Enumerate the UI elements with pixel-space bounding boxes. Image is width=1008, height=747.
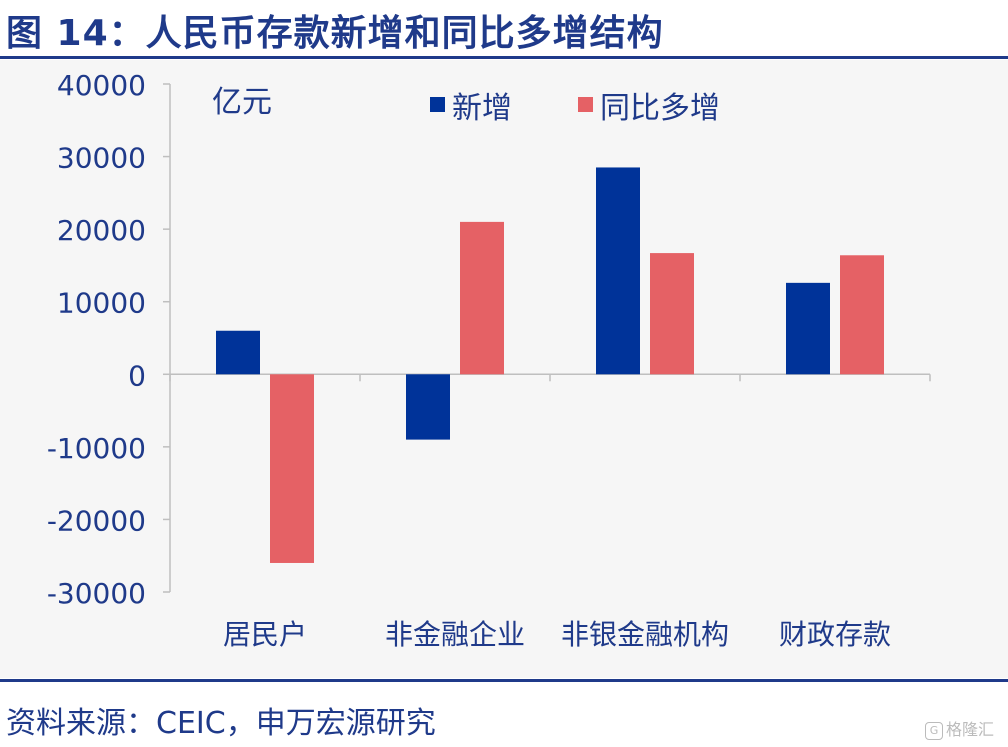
- chart-area: 40000 30000 20000 10000 0 -10000 -20000 -30000 …: [0, 60, 1008, 678]
- y-tick-label: 20000: [57, 214, 146, 247]
- legend-swatch: [578, 97, 593, 112]
- y-tick-label: -30000: [47, 577, 146, 610]
- y-tick-label: 40000: [57, 69, 146, 102]
- watermark-text: 格隆汇: [945, 720, 994, 739]
- watermark: G 格隆汇: [924, 716, 994, 740]
- x-category-label: 非银金融机构: [561, 618, 729, 651]
- bar-new-increase: [596, 167, 640, 375]
- title-bar: 图 14：人民币存款新增和同比多增结构: [0, 0, 1008, 59]
- watermark-logo-icon: G: [924, 722, 943, 740]
- unit-label: 亿元: [212, 85, 272, 120]
- bars: [216, 167, 884, 563]
- bar-yoy-increase: [650, 253, 694, 375]
- y-tick-label: -20000: [47, 504, 146, 537]
- bar-yoy-increase: [460, 221, 504, 375]
- y-axis-ticks: 40000 30000 20000 10000 0 -10000 -20000 -30000: [47, 69, 171, 610]
- x-category-label: 非金融企业: [385, 618, 525, 651]
- y-tick-label: 30000: [57, 142, 146, 175]
- legend-label: 新增: [452, 91, 512, 126]
- bar-new-increase: [216, 330, 260, 375]
- legend-label: 同比多增: [600, 91, 720, 126]
- y-tick-label: -10000: [47, 432, 146, 465]
- legend-swatch: [430, 97, 445, 112]
- x-axis-labels: 居民户 非金融企业 非银金融机构 财政存款: [223, 618, 891, 651]
- y-tick-label: 10000: [57, 287, 146, 320]
- bar-new-increase: [786, 282, 830, 375]
- x-category-label: 财政存款: [779, 618, 891, 651]
- y-tick-label: 0: [128, 359, 146, 392]
- bar-new-increase: [406, 374, 450, 440]
- bar-yoy-increase: [270, 374, 314, 563]
- footer-rule: [0, 679, 1008, 682]
- bar-yoy-increase: [840, 255, 884, 375]
- legend: 新增 同比多增: [430, 91, 720, 126]
- source-note: 资料来源：CEIC，申万宏源研究: [6, 706, 436, 741]
- bar-chart: 400003000020000100000-10000-20000-30000 …: [47, 69, 931, 651]
- x-category-label: 居民户: [223, 618, 307, 651]
- page-title: 图 14：人民币存款新增和同比多增结构: [6, 13, 664, 54]
